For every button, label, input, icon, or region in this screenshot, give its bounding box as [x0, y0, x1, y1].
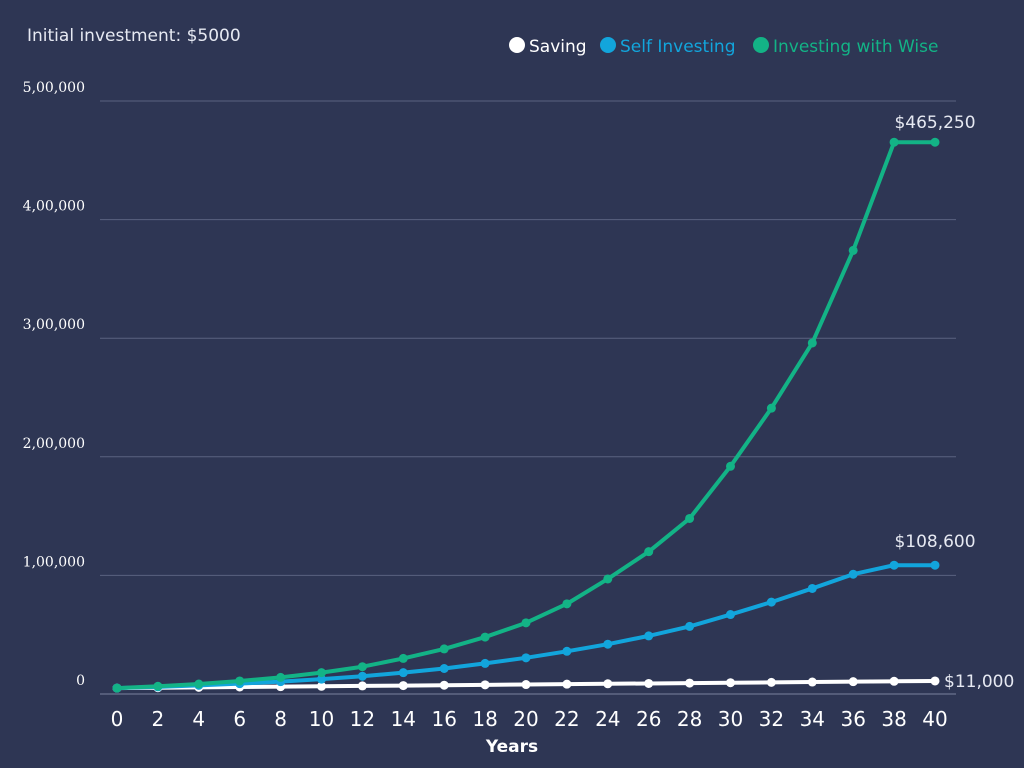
- x-tick-label: 32: [759, 707, 784, 731]
- end-value-label: $108,600: [894, 532, 975, 552]
- x-tick-label: 2: [152, 707, 165, 731]
- data-point: [480, 680, 490, 690]
- data-point: [276, 672, 286, 682]
- data-point: [930, 676, 940, 686]
- data-point: [644, 678, 654, 688]
- legend-entry: Self Investing: [620, 37, 735, 57]
- data-point: [766, 677, 776, 687]
- data-point: [112, 683, 122, 693]
- data-point: [766, 403, 776, 413]
- data-point: [889, 560, 899, 570]
- legend-entry: Saving: [529, 37, 587, 57]
- data-point: [439, 680, 449, 690]
- data-point: [930, 560, 940, 570]
- x-tick-label: 14: [391, 707, 416, 731]
- data-point: [644, 631, 654, 641]
- x-tick-label: 34: [800, 707, 825, 731]
- chart-subtitle: Initial investment: $5000: [27, 26, 241, 46]
- y-tick-label: 5,00,000: [23, 80, 85, 96]
- data-point: [726, 461, 735, 471]
- data-point: [317, 668, 326, 678]
- x-tick-label: 40: [922, 707, 947, 731]
- data-point: [398, 681, 408, 691]
- y-tick-label: 4,00,000: [23, 199, 85, 215]
- x-tick-label: 20: [513, 707, 538, 731]
- data-point: [726, 610, 735, 620]
- data-point: [603, 574, 613, 584]
- data-point: [439, 664, 449, 674]
- data-point: [398, 668, 408, 678]
- data-point: [194, 679, 204, 689]
- legend-marker: [509, 37, 525, 53]
- data-point: [480, 632, 490, 642]
- series-investing-with-wise: [112, 137, 940, 693]
- y-tick-label: 1,00,000: [23, 554, 85, 570]
- data-point: [317, 674, 326, 684]
- data-point: [357, 681, 367, 691]
- data-point: [357, 671, 367, 681]
- data-point: [235, 676, 245, 686]
- data-point: [685, 513, 695, 523]
- data-point: [603, 639, 613, 649]
- x-tick-label: 26: [636, 707, 661, 731]
- data-point: [439, 644, 449, 654]
- data-point: [521, 653, 531, 663]
- legend-marker: [753, 37, 769, 53]
- y-tick-label: 0: [76, 673, 85, 689]
- data-point: [357, 662, 367, 672]
- data-point: [521, 618, 531, 628]
- x-tick-label: 24: [595, 707, 620, 731]
- x-tick-label: 12: [350, 707, 375, 731]
- data-point: [766, 597, 776, 607]
- grid-layer: 0 1,00,000 2,00,000 3,00,000 4,00,000 5,00,00…: [23, 80, 956, 731]
- data-point: [807, 677, 817, 687]
- x-tick-label: 36: [840, 707, 865, 731]
- data-point: [562, 679, 572, 689]
- data-point: [930, 137, 940, 147]
- data-point: [317, 681, 326, 691]
- series-layer: $11,000 $108,600 $465,250: [112, 113, 1014, 693]
- data-point: [562, 599, 572, 609]
- legend-entry: Investing with Wise: [773, 37, 938, 57]
- y-tick-label: 3,00,000: [23, 317, 85, 333]
- data-point: [889, 137, 899, 147]
- x-tick-label: 4: [192, 707, 205, 731]
- data-point: [153, 681, 163, 691]
- data-point: [807, 338, 817, 348]
- data-point: [562, 646, 572, 656]
- data-point: [685, 621, 695, 631]
- x-tick-label: 30: [718, 707, 743, 731]
- x-tick-label: 28: [677, 707, 702, 731]
- legend: Saving Self Investing Investing with Wise: [509, 37, 938, 57]
- data-point: [398, 653, 408, 663]
- data-point: [480, 658, 490, 668]
- end-value-label: $11,000: [944, 672, 1014, 692]
- x-tick-label: 38: [881, 707, 906, 731]
- x-axis-label: Years: [485, 737, 538, 757]
- legend-marker: [600, 37, 616, 53]
- data-point: [685, 678, 695, 688]
- data-point: [889, 676, 899, 686]
- x-tick-label: 18: [472, 707, 497, 731]
- x-tick-label: 0: [111, 707, 124, 731]
- data-point: [726, 678, 735, 688]
- data-point: [848, 677, 858, 687]
- y-tick-label: 2,00,000: [23, 436, 85, 452]
- x-tick-label: 16: [431, 707, 456, 731]
- series-line: [115, 140, 937, 691]
- x-tick-label: 8: [274, 707, 287, 731]
- data-point: [644, 547, 654, 557]
- x-tick-label: 22: [554, 707, 579, 731]
- end-value-label: $465,250: [894, 113, 975, 133]
- data-point: [807, 583, 817, 593]
- data-point: [848, 245, 858, 255]
- data-point: [603, 679, 613, 689]
- data-point: [848, 569, 858, 579]
- data-point: [521, 680, 531, 690]
- x-tick-label: 6: [233, 707, 246, 731]
- x-tick-label: 10: [309, 707, 334, 731]
